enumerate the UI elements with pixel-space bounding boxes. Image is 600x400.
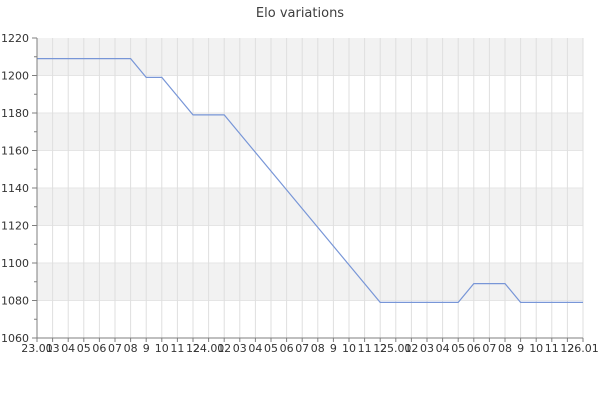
x-tick-label: 06 bbox=[92, 342, 106, 355]
elo-line-series bbox=[37, 58, 583, 303]
x-tick-label: 24.01 bbox=[193, 342, 225, 355]
x-tick-label: 02 bbox=[404, 342, 418, 355]
x-tick-label: 02 bbox=[217, 342, 231, 355]
x-tick-label: 07 bbox=[295, 342, 309, 355]
x-tick-label: 05 bbox=[264, 342, 278, 355]
y-tick-label: 1080 bbox=[1, 295, 29, 308]
x-tick-label: 08 bbox=[498, 342, 512, 355]
x-tick-label: 08 bbox=[124, 342, 138, 355]
x-tick-label: 07 bbox=[108, 342, 122, 355]
alt-band bbox=[37, 113, 583, 151]
alt-band bbox=[37, 188, 583, 226]
x-tick-label: 12 bbox=[373, 342, 387, 355]
y-tick-label: 1140 bbox=[1, 182, 29, 195]
x-tick-label: 05 bbox=[77, 342, 91, 355]
x-tick-label: 06 bbox=[467, 342, 481, 355]
x-tick-label: 08 bbox=[311, 342, 325, 355]
y-tick-label: 1100 bbox=[1, 257, 29, 270]
x-tick-label: 23.01 bbox=[21, 342, 53, 355]
x-tick-label: 10 bbox=[342, 342, 356, 355]
x-tick-label: 11 bbox=[358, 342, 372, 355]
y-tick-label: 1160 bbox=[1, 145, 29, 158]
x-tick-label: 03 bbox=[46, 342, 60, 355]
x-tick-label: 12 bbox=[186, 342, 200, 355]
x-tick-label: 04 bbox=[436, 342, 450, 355]
x-tick-label: 9 bbox=[517, 342, 524, 355]
x-tick-label: 9 bbox=[143, 342, 150, 355]
x-tick-label: 9 bbox=[330, 342, 337, 355]
x-tick-label: 03 bbox=[233, 342, 247, 355]
y-tick-label: 1120 bbox=[1, 220, 29, 233]
y-tick-label: 1200 bbox=[1, 70, 29, 83]
y-tick-label: 1060 bbox=[1, 332, 29, 345]
x-tick-label: 03 bbox=[420, 342, 434, 355]
alt-band bbox=[37, 38, 583, 76]
x-tick-label: 11 bbox=[170, 342, 184, 355]
x-tick-label: 06 bbox=[280, 342, 294, 355]
chart-title: Elo variations bbox=[255, 6, 345, 21]
y-tick-label: 1220 bbox=[1, 32, 29, 45]
x-tick-label: 10 bbox=[155, 342, 169, 355]
x-tick-label: 10 bbox=[529, 342, 543, 355]
x-tick-label: 25.01 bbox=[380, 342, 412, 355]
x-tick-label: 11 bbox=[545, 342, 559, 355]
x-tick-label: 26.01 bbox=[567, 342, 599, 355]
x-tick-label: 04 bbox=[248, 342, 262, 355]
alt-band bbox=[37, 263, 583, 301]
y-tick-label: 1180 bbox=[1, 107, 29, 120]
x-tick-label: 12 bbox=[560, 342, 574, 355]
x-tick-label: 05 bbox=[451, 342, 465, 355]
x-tick-label: 04 bbox=[61, 342, 75, 355]
x-tick-label: 07 bbox=[482, 342, 496, 355]
